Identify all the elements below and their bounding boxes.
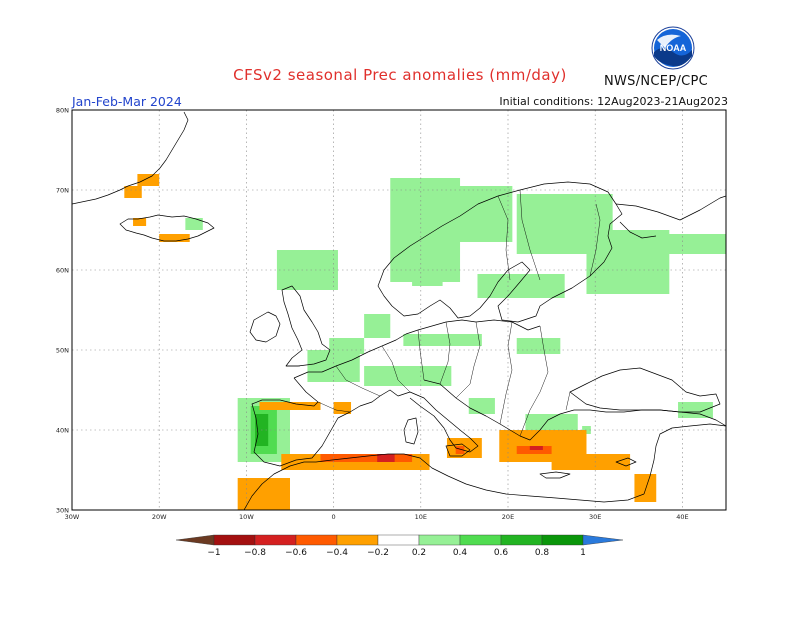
anomaly-region--0.4_-0.2 [634,474,657,502]
coastline-cyprus [615,457,637,467]
colorbar-label: −0.4 [326,548,348,558]
anomaly-region--0.6_-0.4 [455,446,465,454]
colorbar-label: 0.8 [535,548,550,558]
lat-tick-label: 60N [56,267,69,275]
coastline-sardinia [403,417,419,445]
anomaly-region--0.6_-0.4 [320,454,413,462]
colorbar-label: 0.4 [453,548,468,558]
colorbar-swatch [500,534,543,546]
colorbar: −1 −0.8 −0.6 −0.4 −0.2 0.2 0.4 0.6 0.8 1 [175,534,624,558]
anomaly-region--0.8_-0.6 [377,454,395,462]
colorbar-swatch [336,534,379,546]
colorbar-label: −0.8 [244,548,266,558]
lat-tick-label: 30N [56,507,69,515]
anomaly-region-0.2_0.4 [412,270,443,286]
lon-tick-label: 0 [332,513,336,521]
coastline-iceland [119,214,215,242]
colorbar-label: −0.6 [285,548,307,558]
coastline-britain [281,285,331,367]
lon-tick-label: 30W [65,513,80,521]
anomaly-region-0.2_0.4 [455,186,513,242]
lon-tick-label: 20E [502,513,514,521]
lon-tick-label: 10E [415,513,427,521]
lon-tick-label: 20W [152,513,167,521]
anomaly-region--0.8_-0.6 [529,446,543,450]
lat-tick-label: 50N [56,347,69,355]
coastline-crete [539,471,571,479]
coastline-north-africa [243,453,645,510]
anomaly-region-0.2_0.4 [390,178,461,282]
anomaly-region-0.2_0.4 [525,414,578,430]
anomaly-region--0.4_-0.2 [259,402,321,410]
anomaly-region-0.2_0.4 [307,350,360,382]
anomaly-region-0.2_0.4 [403,334,482,346]
coastline-biscay-iberia [251,377,399,467]
colorbar-swatch [213,534,256,546]
season-label: Jan-Feb-Mar 2024 [72,94,182,109]
coastline-greenland [72,111,189,205]
anomaly-region-0.2_0.4 [586,230,670,294]
lat-tick-label: 40N [56,427,69,435]
coastline-italy [397,391,479,453]
initial-conditions-label: Initial conditions: 12Aug2023-21Aug2023 [499,95,728,108]
colorbar-swatch [418,534,461,546]
coastline-kola-whitesea [615,195,726,239]
colorbar-label: 0.6 [494,548,509,558]
anomaly-region--0.4_-0.2 [133,218,147,226]
anomaly-region-0.2_0.4 [477,274,565,298]
colorbar-swatch [295,534,338,546]
borders [286,189,601,437]
anomaly-region-0.2_0.4 [678,402,713,418]
colorbar-swatch [459,534,502,546]
coastline-sicily [445,443,471,457]
coastline-scandinavia [377,181,623,323]
lon-tick-label: 10W [239,513,254,521]
chart-title: CFSv2 seasonal Prec anomalies (mm/day) [233,66,567,84]
coastline-black-sea [569,367,721,413]
colorbar-label: 1 [580,548,586,558]
lat-tick-label: 80N [56,107,69,115]
colorbar-over-arrow [582,534,624,546]
anomaly-region-0.2_0.4 [516,338,561,354]
anomaly-region-0.2_0.4 [664,234,726,254]
noaa-logo: NOAA [651,26,695,70]
anomaly-region--0.4_-0.2 [551,454,631,470]
map-frame [71,109,727,511]
graticule [72,110,726,510]
anomaly-region-0.2_0.4 [185,218,203,230]
anomaly-region-0.2_0.4 [364,366,452,386]
colorbar-swatch [541,534,584,546]
colorbar-swatch [377,534,420,546]
coastlines [72,111,726,510]
anomaly-region--0.4_-0.2 [333,402,352,414]
colorbar-label: 0.2 [412,548,426,558]
colorbar-swatch [254,534,297,546]
coastline-levant [643,423,726,495]
lon-tick-label: 40E [676,513,688,521]
lon-tick-label: 30E [589,513,601,521]
agency-label: NWS/NCEP/CPC [604,74,709,89]
coastline-continent-west [293,319,541,379]
anomaly-cells [124,174,726,510]
anomaly-region-0.2_0.4 [468,398,495,414]
colorbar-under-arrow [175,534,215,546]
anomaly-region--0.4_-0.2 [124,186,142,198]
anomaly-region--0.4_-0.2 [137,174,160,186]
colorbar-label: −1 [207,548,220,558]
logo-text: NOAA [660,43,687,53]
anomaly-region-0.2_0.4 [364,314,391,338]
coastline-ireland [249,311,281,343]
colorbar-label: −0.2 [367,548,389,558]
anomaly-region--0.4_-0.2 [159,234,190,242]
lat-tick-label: 70N [56,187,69,195]
